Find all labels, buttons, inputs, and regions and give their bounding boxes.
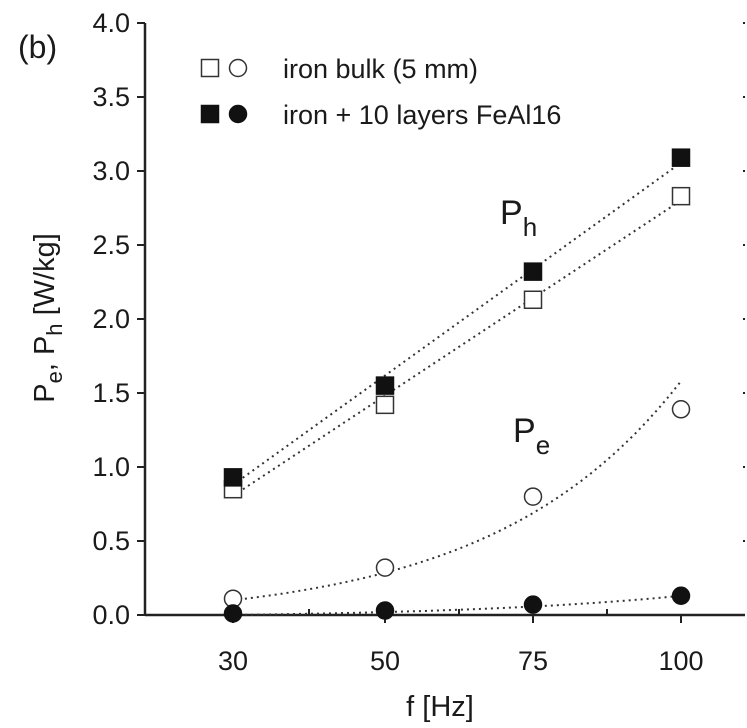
legend-marker-square <box>200 104 220 124</box>
curve-annotations: Ph Pe <box>500 194 550 460</box>
trend-line-ph <box>232 161 682 486</box>
trend-line-pe-bulk <box>232 380 682 602</box>
y-tick-label: 4.0 <box>92 8 130 38</box>
y-tick-label: 1.0 <box>92 452 130 482</box>
data-point-pe-bulk <box>375 558 395 577</box>
data-point-pe-layers <box>223 604 243 623</box>
data-point-pe-layers <box>375 601 395 620</box>
trend-line-pe-layers <box>232 594 682 616</box>
x-tick-label: 50 <box>370 646 400 676</box>
data-point-ph-layers <box>223 468 243 487</box>
y-tick-label: 0.0 <box>92 600 130 630</box>
y-tick-label: 1.5 <box>92 378 130 408</box>
axes: 0.0 0.5 1.0 1.5 2.0 2.5 3.0 3.5 4.0 30 50 75 100 <box>92 8 745 676</box>
data-point-ph-layers <box>523 262 543 281</box>
trend-line-ph <box>232 199 682 497</box>
y-tick-label: 2.0 <box>92 304 130 334</box>
legend: iron bulk (5 mm) iron + 10 layers FeAl16 <box>200 54 561 130</box>
data-marks <box>223 148 691 623</box>
data-point-pe-layers <box>671 586 691 606</box>
data-point-ph-bulk <box>523 290 543 310</box>
legend-marker-circle <box>228 58 248 78</box>
data-point-pe-layers <box>523 595 543 614</box>
legend-marker-square <box>200 58 220 78</box>
legend-label: iron + 10 layers FeAl16 <box>283 100 561 130</box>
y-tick-label: 0.5 <box>92 526 130 556</box>
data-point-ph-bulk <box>671 186 691 206</box>
data-point-ph-bulk <box>375 395 395 415</box>
curve-label-pe: Pe <box>513 412 550 460</box>
y-tick-label: 3.0 <box>92 156 130 186</box>
x-tick-label: 100 <box>658 646 703 676</box>
panel-label: (b) <box>18 29 57 65</box>
data-point-pe-bulk <box>523 487 543 506</box>
data-point-pe-bulk <box>671 400 691 419</box>
y-tick-label: 2.5 <box>92 230 130 260</box>
data-point-ph-layers <box>375 376 395 395</box>
legend-label: iron bulk (5 mm) <box>283 54 478 84</box>
x-tick-label: 30 <box>218 646 248 676</box>
x-tick-label: 75 <box>518 646 548 676</box>
curve-label-ph: Ph <box>500 194 537 242</box>
data-point-ph-layers <box>671 148 691 167</box>
legend-marker-circle <box>228 104 248 124</box>
y-tick-label: 3.5 <box>92 82 130 112</box>
x-axis-title: f [Hz] <box>406 691 474 723</box>
trend-lines <box>232 161 682 616</box>
y-axis-title: Pe, Ph [W/kg] <box>29 233 67 403</box>
